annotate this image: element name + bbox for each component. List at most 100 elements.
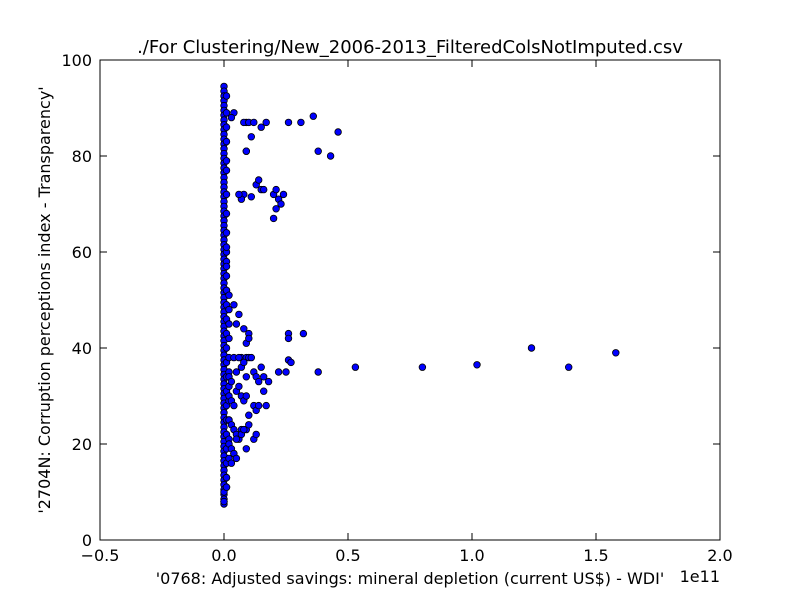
x-axis-offset-label: 1e11: [680, 567, 720, 586]
data-point: [255, 377, 263, 386]
data-point: [297, 118, 305, 127]
data-point: [240, 425, 248, 434]
y-axis-label: '2704N: Corruption perceptions index - T…: [35, 86, 54, 513]
x-tick-label: 0.5: [335, 546, 360, 565]
y-tick-label: 80: [72, 147, 92, 166]
data-point: [225, 291, 233, 299]
data-point: [314, 147, 322, 155]
data-point: [252, 430, 260, 439]
data-point: [222, 209, 231, 218]
data-point: [227, 113, 236, 122]
data-point: [240, 325, 248, 333]
data-point: [247, 193, 255, 201]
data-point: [272, 205, 280, 213]
data-point: [222, 272, 231, 280]
data-point: [612, 349, 620, 357]
data-point: [279, 190, 288, 199]
data-point: [565, 363, 573, 371]
data-point: [284, 118, 293, 127]
data-point: [257, 363, 265, 371]
data-point: [255, 176, 263, 184]
data-point: [232, 435, 241, 443]
data-point: [473, 361, 481, 369]
data-point: [527, 344, 536, 352]
x-tick-label: 2.0: [707, 546, 732, 565]
data-point: [222, 137, 231, 146]
data-point: [260, 373, 268, 381]
data-point: [222, 473, 231, 482]
data-point: [284, 334, 293, 343]
data-point: [277, 200, 285, 208]
data-point: [222, 109, 231, 117]
x-tick-label: −0.5: [81, 546, 120, 565]
y-tick-label: 0: [82, 531, 92, 550]
plot-frame: [99, 59, 721, 541]
data-point: [245, 411, 253, 419]
data-point: [262, 118, 270, 127]
data-point: [235, 190, 243, 199]
data-point: [245, 334, 253, 343]
data-point: [245, 421, 253, 429]
data-point: [274, 368, 283, 376]
y-tick-label: 100: [61, 51, 92, 70]
data-point: [269, 214, 278, 223]
data-point: [222, 157, 231, 165]
data-point: [222, 344, 231, 352]
data-point: [222, 92, 231, 100]
data-point: [235, 310, 243, 319]
x-tick-label: 1.0: [459, 546, 484, 565]
data-point: [240, 358, 248, 367]
data-point: [222, 190, 231, 199]
data-point: [230, 301, 238, 309]
data-point: [262, 401, 270, 410]
data-point: [287, 358, 295, 367]
x-axis-label: '0768: Adjusted savings: mineral depleti…: [156, 569, 665, 588]
data-point: [351, 363, 360, 371]
data-point: [225, 320, 233, 328]
data-point: [314, 368, 322, 376]
y-tick-label: 60: [72, 243, 92, 262]
data-point: [260, 387, 268, 395]
data-point: [227, 459, 236, 467]
data-points: [220, 82, 620, 508]
data-point: [222, 123, 231, 131]
data-point: [232, 368, 241, 376]
data-point: [235, 353, 243, 362]
data-point: [272, 185, 280, 194]
data-point: [247, 353, 255, 362]
data-point: [242, 445, 250, 453]
data-point: [282, 368, 290, 376]
data-point: [247, 133, 255, 141]
data-point: [222, 243, 231, 251]
data-point: [225, 305, 233, 314]
data-point: [264, 377, 273, 386]
data-point: [220, 497, 228, 506]
data-point: [418, 363, 427, 371]
y-tick-label: 40: [72, 339, 92, 358]
data-point: [222, 166, 231, 175]
data-point: [334, 128, 342, 136]
data-point: [242, 147, 250, 155]
data-point: [255, 401, 263, 410]
data-point: [232, 454, 241, 463]
data-point: [227, 377, 236, 386]
data-point: [232, 320, 241, 328]
data-point: [309, 112, 317, 120]
data-point: [222, 229, 231, 237]
chart-title: ./For Clustering/New_2006-2013_FilteredC…: [137, 37, 683, 58]
data-point: [222, 483, 231, 491]
data-point: [235, 382, 243, 391]
data-point: [222, 262, 231, 271]
x-tick-label: 0.0: [211, 546, 236, 565]
x-tick-label: 1.5: [583, 546, 608, 565]
data-point: [242, 373, 250, 381]
data-point: [260, 185, 268, 194]
data-point: [326, 152, 335, 160]
data-point: [225, 334, 233, 343]
data-point: [230, 401, 238, 410]
data-point: [242, 392, 250, 400]
data-point: [299, 329, 308, 338]
y-tick-label: 20: [72, 435, 92, 454]
